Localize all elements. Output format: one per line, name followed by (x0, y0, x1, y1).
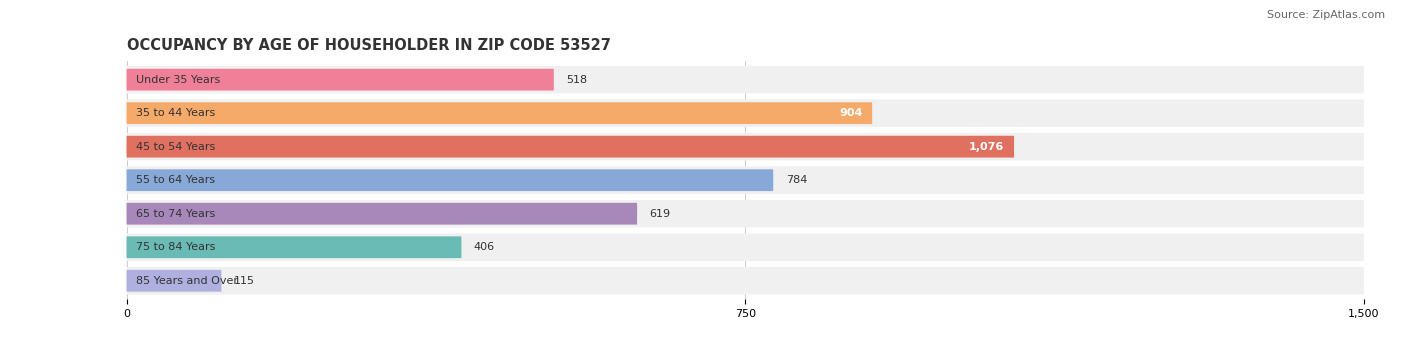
Text: 406: 406 (474, 242, 495, 252)
Text: 45 to 54 Years: 45 to 54 Years (136, 142, 215, 152)
Text: Under 35 Years: Under 35 Years (136, 75, 221, 85)
FancyBboxPatch shape (127, 167, 1364, 194)
Text: 619: 619 (650, 209, 671, 219)
FancyBboxPatch shape (127, 236, 461, 258)
Text: 904: 904 (839, 108, 862, 118)
FancyBboxPatch shape (127, 203, 637, 225)
Text: 55 to 64 Years: 55 to 64 Years (136, 175, 215, 185)
Text: 75 to 84 Years: 75 to 84 Years (136, 242, 215, 252)
FancyBboxPatch shape (127, 169, 773, 191)
Text: 85 Years and Over: 85 Years and Over (136, 276, 239, 286)
FancyBboxPatch shape (127, 270, 221, 292)
Text: Source: ZipAtlas.com: Source: ZipAtlas.com (1267, 10, 1385, 20)
FancyBboxPatch shape (127, 234, 1364, 261)
Text: 65 to 74 Years: 65 to 74 Years (136, 209, 215, 219)
Text: 518: 518 (567, 75, 588, 85)
FancyBboxPatch shape (127, 136, 1014, 157)
Text: 784: 784 (786, 175, 807, 185)
Text: OCCUPANCY BY AGE OF HOUSEHOLDER IN ZIP CODE 53527: OCCUPANCY BY AGE OF HOUSEHOLDER IN ZIP C… (127, 38, 610, 53)
FancyBboxPatch shape (127, 267, 1364, 294)
Text: 35 to 44 Years: 35 to 44 Years (136, 108, 215, 118)
Text: 1,076: 1,076 (969, 142, 1004, 152)
FancyBboxPatch shape (127, 200, 1364, 227)
FancyBboxPatch shape (127, 99, 1364, 127)
FancyBboxPatch shape (127, 66, 1364, 94)
Text: 115: 115 (233, 276, 254, 286)
FancyBboxPatch shape (127, 69, 554, 90)
FancyBboxPatch shape (127, 133, 1364, 160)
FancyBboxPatch shape (127, 102, 872, 124)
